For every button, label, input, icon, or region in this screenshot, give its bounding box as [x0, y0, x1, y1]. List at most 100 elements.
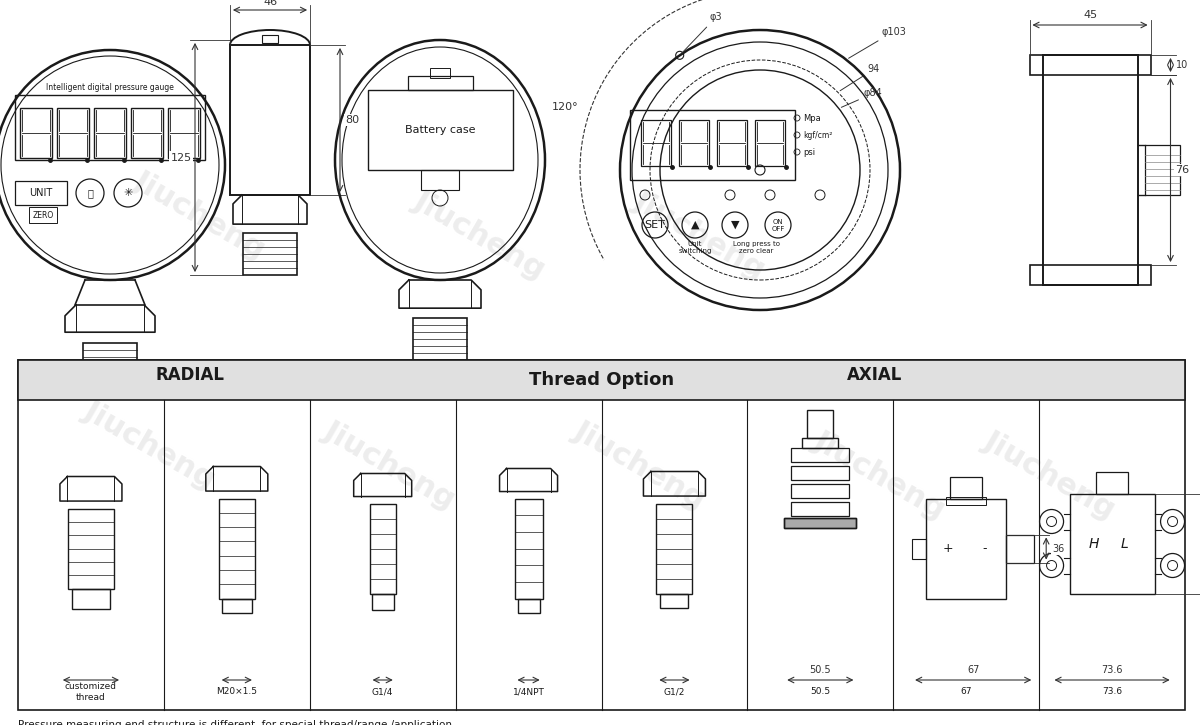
Bar: [430, 68, 450, 78]
Text: +: +: [943, 542, 954, 555]
Bar: [83, 343, 137, 385]
Bar: [413, 318, 467, 360]
Bar: [656, 503, 692, 594]
Text: Jiucheng: Jiucheng: [629, 186, 770, 284]
Text: 46: 46: [263, 0, 277, 7]
Bar: [242, 233, 298, 275]
Text: 45: 45: [1082, 10, 1097, 20]
Bar: [29, 207, 58, 223]
Bar: [950, 476, 982, 499]
Text: 94: 94: [840, 65, 880, 91]
Bar: [791, 484, 850, 498]
Bar: [1030, 265, 1151, 285]
Text: 50.5: 50.5: [810, 665, 832, 675]
Text: Jiucheng: Jiucheng: [809, 426, 950, 524]
Text: G1/2: G1/2: [664, 687, 685, 697]
Bar: [14, 95, 205, 160]
Bar: [630, 110, 796, 180]
Bar: [20, 108, 52, 158]
Bar: [68, 508, 114, 589]
Bar: [785, 518, 857, 528]
Bar: [168, 108, 200, 158]
Bar: [755, 120, 785, 166]
Text: Jiucheng: Jiucheng: [79, 396, 221, 494]
Text: H: H: [1088, 536, 1099, 550]
Bar: [58, 108, 89, 158]
Bar: [1096, 471, 1128, 494]
Bar: [946, 497, 986, 505]
Bar: [785, 518, 857, 528]
Text: ON
OFF: ON OFF: [772, 218, 785, 231]
Bar: [408, 76, 473, 90]
Text: φ103: φ103: [848, 27, 906, 58]
Text: φ84: φ84: [841, 88, 882, 107]
Text: 73.6: 73.6: [1102, 665, 1123, 675]
Text: G1/4: G1/4: [372, 687, 394, 697]
Bar: [218, 499, 254, 599]
Text: 76: 76: [1176, 165, 1189, 175]
Bar: [791, 502, 850, 516]
Text: ⏻: ⏻: [88, 188, 92, 198]
Text: 10: 10: [1176, 60, 1189, 70]
Text: Jiucheng: Jiucheng: [130, 165, 271, 265]
Text: Mpa: Mpa: [803, 114, 821, 123]
Bar: [1043, 55, 1138, 285]
Text: Pressure measuring end structure is different  for special thread/range /applica: Pressure measuring end structure is diff…: [18, 720, 452, 725]
Text: AXIAL: AXIAL: [847, 366, 902, 384]
Bar: [1069, 494, 1154, 594]
Text: Battery case: Battery case: [404, 125, 475, 135]
Text: -: -: [982, 542, 986, 555]
Bar: [421, 170, 458, 190]
Text: ZERO: ZERO: [32, 210, 54, 220]
Bar: [1006, 534, 1034, 563]
Text: Jiucheng: Jiucheng: [319, 415, 461, 514]
Bar: [926, 499, 1006, 599]
Bar: [14, 181, 67, 205]
Bar: [370, 503, 396, 594]
Bar: [94, 108, 126, 158]
Bar: [372, 594, 394, 610]
Text: psi: psi: [803, 147, 815, 157]
Text: ✳: ✳: [124, 188, 133, 198]
Bar: [1145, 145, 1180, 195]
Bar: [660, 594, 689, 608]
Bar: [808, 410, 833, 438]
Text: 67: 67: [967, 665, 979, 675]
Text: SET: SET: [644, 220, 666, 230]
Text: Jiucheng: Jiucheng: [409, 186, 551, 284]
Bar: [1030, 55, 1151, 75]
Text: RADIAL: RADIAL: [156, 366, 224, 384]
Bar: [791, 466, 850, 480]
Text: customized
thread: customized thread: [65, 682, 116, 702]
Bar: [262, 35, 278, 43]
Bar: [791, 448, 850, 462]
Text: Long press to
zero clear: Long press to zero clear: [733, 241, 780, 254]
Bar: [18, 360, 1186, 710]
Text: 73.6: 73.6: [1102, 687, 1122, 697]
Bar: [641, 120, 671, 166]
Text: kgf/cm²: kgf/cm²: [803, 130, 833, 139]
Bar: [517, 599, 540, 613]
Bar: [72, 589, 110, 608]
Text: 36: 36: [1052, 544, 1064, 553]
Text: Jiucheng: Jiucheng: [569, 415, 710, 514]
Bar: [18, 360, 1186, 400]
Text: ▼: ▼: [731, 220, 739, 230]
Text: 50.5: 50.5: [810, 687, 830, 697]
Text: 1/4NPT: 1/4NPT: [512, 687, 545, 697]
Bar: [515, 499, 542, 599]
Text: 120°: 120°: [552, 102, 578, 112]
Bar: [803, 438, 839, 448]
Bar: [131, 108, 163, 158]
Text: Intelligent digital pressure gauge: Intelligent digital pressure gauge: [46, 83, 174, 91]
Bar: [222, 599, 252, 613]
Bar: [230, 45, 310, 195]
Text: Jiucheng: Jiucheng: [979, 426, 1121, 524]
Text: Unit
switching: Unit switching: [678, 241, 712, 254]
Bar: [367, 90, 512, 170]
Text: φ3: φ3: [682, 12, 722, 54]
Text: 125: 125: [170, 152, 192, 162]
Bar: [912, 539, 926, 558]
Text: ▲: ▲: [691, 220, 700, 230]
Text: 80: 80: [344, 115, 359, 125]
